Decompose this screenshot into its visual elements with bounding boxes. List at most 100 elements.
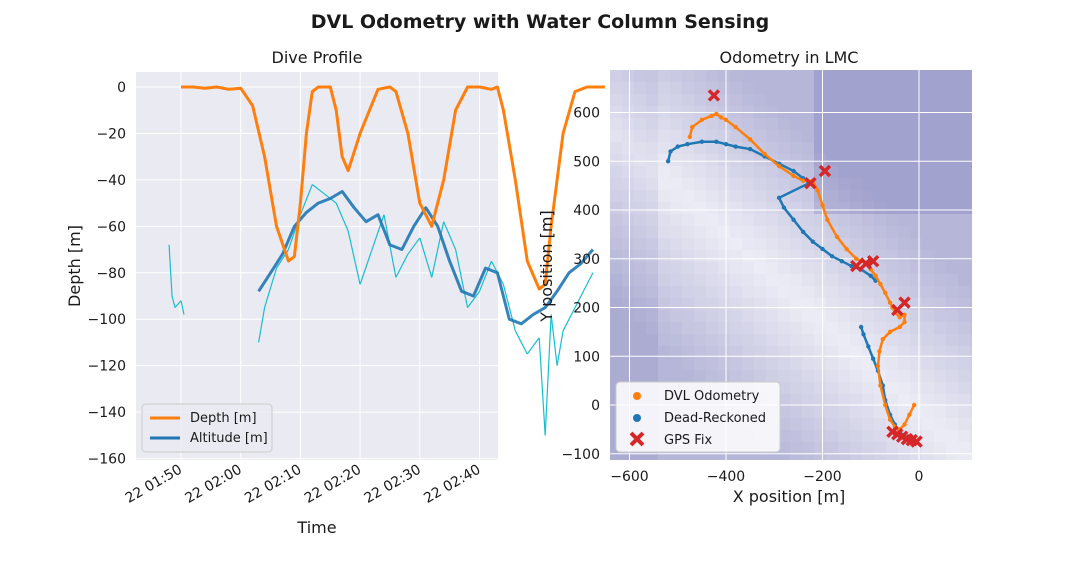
heatmap-cell bbox=[922, 142, 934, 154]
heatmap-cell bbox=[670, 202, 682, 214]
heatmap-cell bbox=[922, 238, 934, 250]
heatmap-cell bbox=[718, 262, 730, 274]
gps-fix-marker bbox=[866, 254, 880, 268]
heatmap-cell bbox=[670, 226, 682, 238]
heatmap-cell bbox=[610, 142, 622, 154]
x-tick-label: 0 bbox=[915, 469, 924, 485]
heatmap-cell bbox=[694, 310, 706, 322]
heatmap-cell bbox=[862, 94, 874, 106]
heatmap-cell bbox=[970, 70, 972, 82]
heatmap-cell bbox=[862, 118, 874, 130]
heatmap-cell bbox=[694, 238, 706, 250]
heatmap-cell bbox=[682, 262, 694, 274]
dive-profile-plot bbox=[168, 85, 605, 436]
heatmap-cell bbox=[802, 322, 814, 334]
heatmap-cell bbox=[658, 226, 670, 238]
heatmap-cell bbox=[910, 334, 922, 346]
heatmap-cell bbox=[670, 154, 682, 166]
heatmap-cell bbox=[742, 94, 754, 106]
heatmap-cell bbox=[622, 70, 634, 82]
heatmap-cell bbox=[658, 286, 670, 298]
y-tick-label: −140 bbox=[88, 405, 126, 421]
heatmap-cell bbox=[610, 346, 622, 358]
heatmap-cell bbox=[682, 202, 694, 214]
heatmap-cell bbox=[898, 190, 910, 202]
heatmap-cell bbox=[706, 250, 718, 262]
heatmap-cell bbox=[922, 190, 934, 202]
heatmap-cell bbox=[886, 226, 898, 238]
heatmap-cell bbox=[610, 286, 622, 298]
heatmap-cell bbox=[718, 274, 730, 286]
heatmap-cell bbox=[838, 166, 850, 178]
depth-line bbox=[181, 85, 605, 291]
heatmap-cell bbox=[682, 454, 694, 460]
heatmap-cell bbox=[850, 130, 862, 142]
heatmap-cell bbox=[946, 394, 958, 406]
heatmap-cell bbox=[766, 214, 778, 226]
heatmap-cell bbox=[790, 382, 802, 394]
heatmap-cell bbox=[622, 322, 634, 334]
heatmap-cell bbox=[742, 286, 754, 298]
heatmap-cell bbox=[682, 94, 694, 106]
heatmap-cell bbox=[910, 238, 922, 250]
heatmap-cell bbox=[706, 70, 718, 82]
heatmap-cell bbox=[850, 418, 862, 430]
altitude-raw-segment bbox=[431, 221, 445, 278]
heatmap-cell bbox=[886, 382, 898, 394]
heatmap-cell bbox=[790, 214, 802, 226]
heatmap-cell bbox=[934, 298, 946, 310]
heatmap-cell bbox=[706, 214, 718, 226]
dvl-odometry-segment bbox=[777, 164, 795, 178]
heatmap-cell bbox=[922, 70, 934, 82]
heatmap-cell bbox=[790, 70, 802, 82]
heatmap-cell bbox=[646, 358, 658, 370]
heatmap-cell bbox=[970, 298, 972, 310]
heatmap-cell bbox=[610, 118, 622, 130]
heatmap-cell bbox=[634, 142, 646, 154]
heatmap-cell bbox=[946, 190, 958, 202]
heatmap-cell bbox=[838, 454, 850, 460]
heatmap-cell bbox=[706, 370, 718, 382]
heatmap-cell bbox=[874, 238, 886, 250]
heatmap-cell bbox=[694, 454, 706, 460]
heatmap-cell bbox=[886, 190, 898, 202]
heatmap-cell bbox=[742, 154, 754, 166]
heatmap-cell bbox=[814, 262, 826, 274]
heatmap-cell bbox=[682, 214, 694, 226]
heatmap-cell bbox=[838, 358, 850, 370]
heatmap-cell bbox=[646, 370, 658, 382]
x-tick-label: 22 02:40 bbox=[421, 462, 483, 507]
heatmap-cell bbox=[778, 322, 790, 334]
heatmap-cell bbox=[646, 94, 658, 106]
heatmap-cell bbox=[658, 130, 670, 142]
heatmap-cell bbox=[898, 382, 910, 394]
heatmap-cell bbox=[766, 346, 778, 358]
heatmap-cell bbox=[766, 262, 778, 274]
dvl-odometry-segment bbox=[816, 189, 824, 207]
heatmap-cell bbox=[850, 394, 862, 406]
x-tick-label: 22 02:10 bbox=[242, 462, 304, 507]
heatmap-cell bbox=[862, 178, 874, 190]
heatmap-cell bbox=[610, 358, 622, 370]
heatmap-cell bbox=[802, 310, 814, 322]
heatmap-cell bbox=[862, 226, 874, 238]
heatmap-cell bbox=[826, 394, 838, 406]
heatmap-cell bbox=[910, 250, 922, 262]
y-tick-label: 500 bbox=[573, 154, 600, 170]
heatmap-cell bbox=[646, 130, 658, 142]
heatmap-cell bbox=[778, 418, 790, 430]
heatmap-cell bbox=[742, 214, 754, 226]
heatmap-cell bbox=[934, 166, 946, 178]
heatmap-cell bbox=[886, 130, 898, 142]
heatmap-cell bbox=[958, 166, 970, 178]
heatmap-cell bbox=[634, 322, 646, 334]
heatmap-cell bbox=[946, 454, 958, 460]
heatmap-cell bbox=[826, 118, 838, 130]
heatmap-cell bbox=[730, 166, 742, 178]
heatmap-cell bbox=[934, 226, 946, 238]
heatmap-cell bbox=[910, 214, 922, 226]
heatmap-cell bbox=[622, 214, 634, 226]
heatmap-cell bbox=[766, 94, 778, 106]
dead-reckoned-segment bbox=[782, 206, 795, 221]
heatmap-cell bbox=[694, 322, 706, 334]
